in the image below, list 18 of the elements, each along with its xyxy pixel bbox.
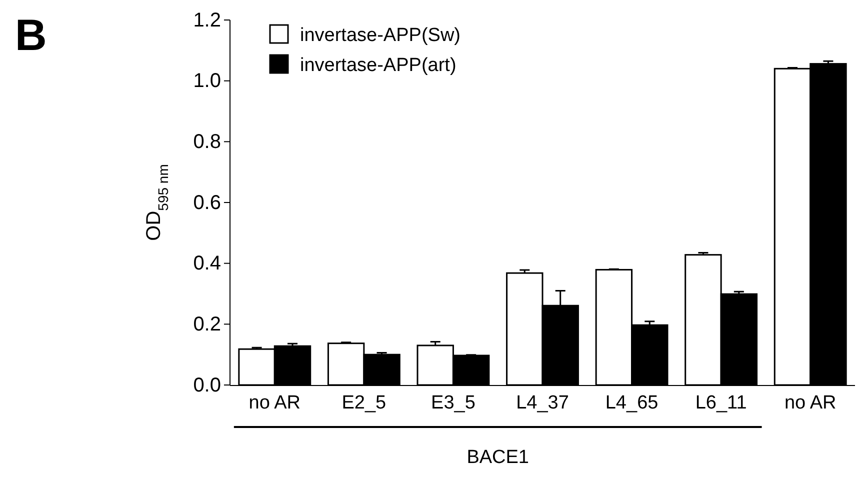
y-tick-label: 0.0 <box>193 374 221 396</box>
x-tick-label: L4_65 <box>605 392 658 414</box>
y-tick-label: 1.0 <box>193 70 221 92</box>
legend-label: invertase-APP(art) <box>300 55 456 76</box>
y-tick-label: 0.4 <box>193 252 221 275</box>
x-tick-label: E2_5 <box>342 392 386 414</box>
y-tick-label: 0.6 <box>193 192 221 214</box>
y-tick-label: 0.8 <box>193 131 221 154</box>
x-tick-label: L4_37 <box>516 392 569 414</box>
y-tick-label: 1.2 <box>193 9 221 32</box>
text: B <box>15 11 47 60</box>
legend-label: invertase-APP(Sw) <box>300 25 460 46</box>
x-tick-label: L6_11 <box>695 392 747 414</box>
x-tick-label: E3_5 <box>431 392 476 414</box>
x-tick-label: no AR <box>248 392 301 414</box>
x-tick-label: no AR <box>784 392 836 414</box>
text: BACE1 <box>466 447 530 468</box>
y-tick-label: 0.2 <box>193 314 221 336</box>
